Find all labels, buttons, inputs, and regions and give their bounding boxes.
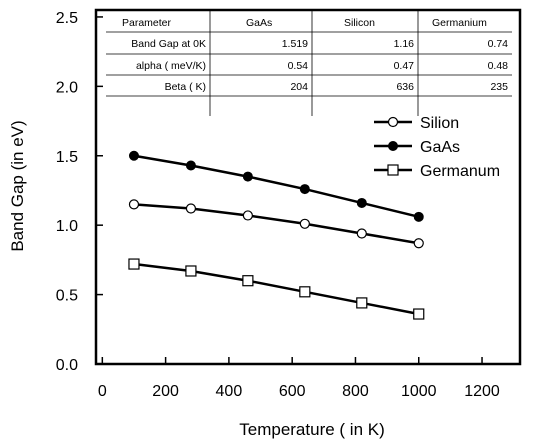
- table-cell: Beta ( K): [165, 81, 206, 93]
- data-point: [356, 197, 367, 208]
- table-header-cell: Silicon: [344, 17, 375, 29]
- data-point: [128, 199, 140, 210]
- x-tick-label: 600: [279, 383, 306, 400]
- y-tick-label: 1.5: [56, 149, 78, 166]
- y-tick-label: 2.5: [56, 10, 78, 27]
- data-point: [242, 275, 254, 287]
- x-tick-label: 200: [152, 383, 179, 400]
- y-tick-label: 0.0: [56, 357, 78, 374]
- table-header-cell: Germanium: [432, 17, 487, 29]
- y-axis-title: Band Gap (in eV): [8, 120, 27, 251]
- data-point: [128, 258, 140, 270]
- table-cell: 636: [396, 81, 414, 93]
- data-point: [413, 238, 424, 249]
- table-cell: 0.47: [394, 60, 415, 72]
- parameter-table: Parameter GaAs Silicon Germanium Band Gap at…: [106, 10, 512, 116]
- series-line: [133, 154, 420, 219]
- x-tick-label: 1000: [401, 383, 437, 400]
- data-point: [356, 297, 368, 309]
- legend-label: Silion: [420, 115, 459, 132]
- data-point: [413, 211, 424, 222]
- data-point: [413, 308, 425, 320]
- y-tick-label: 1.0: [56, 218, 78, 235]
- series-group: [128, 150, 425, 320]
- y-tick-label: 0.5: [56, 288, 78, 305]
- data-point: [185, 203, 197, 214]
- series-line: [133, 203, 419, 245]
- data-point: [299, 218, 310, 229]
- legend-label: Germanum: [420, 163, 500, 180]
- data-point: [185, 265, 197, 277]
- axes: 0 200 400 600 800 1000 1200 0.0 0.5 1.0 1.5 2.0 2.5: [56, 10, 500, 400]
- table-cell: alpha ( meV/K): [136, 60, 206, 72]
- data-point: [299, 286, 311, 298]
- data-point: [185, 160, 196, 171]
- table-cell: 204: [290, 81, 308, 93]
- table-cell: 0.54: [288, 60, 309, 72]
- data-point: [299, 184, 310, 195]
- legend: Silion GaAs Germanum: [374, 115, 500, 180]
- data-point: [387, 164, 399, 176]
- x-axis-title: Temperature ( in K): [239, 420, 385, 439]
- data-point: [387, 116, 399, 128]
- table-header-cell: Parameter: [122, 17, 172, 29]
- data-point: [388, 141, 398, 151]
- x-tick-label: 0: [98, 383, 107, 400]
- data-point: [128, 150, 139, 161]
- table-header-cell: GaAs: [246, 17, 272, 29]
- plot-frame: [94, 8, 522, 366]
- x-tick-label: 1200: [464, 383, 500, 400]
- table-cell: 1.16: [394, 38, 415, 50]
- table-cell: 0.48: [488, 60, 509, 72]
- x-tick-label: 800: [342, 383, 369, 400]
- table-cell: 1.519: [282, 38, 308, 50]
- y-tick-label: 2.0: [56, 79, 78, 96]
- data-point: [356, 228, 367, 239]
- data-point: [242, 171, 253, 182]
- legend-label: GaAs: [420, 139, 460, 156]
- table-cell: 235: [490, 81, 508, 93]
- data-point: [242, 210, 253, 221]
- series-line: [133, 262, 419, 316]
- table-cell: 0.74: [488, 38, 509, 50]
- x-tick-label: 400: [216, 383, 243, 400]
- table-cell: Band Gap at 0K: [131, 38, 206, 50]
